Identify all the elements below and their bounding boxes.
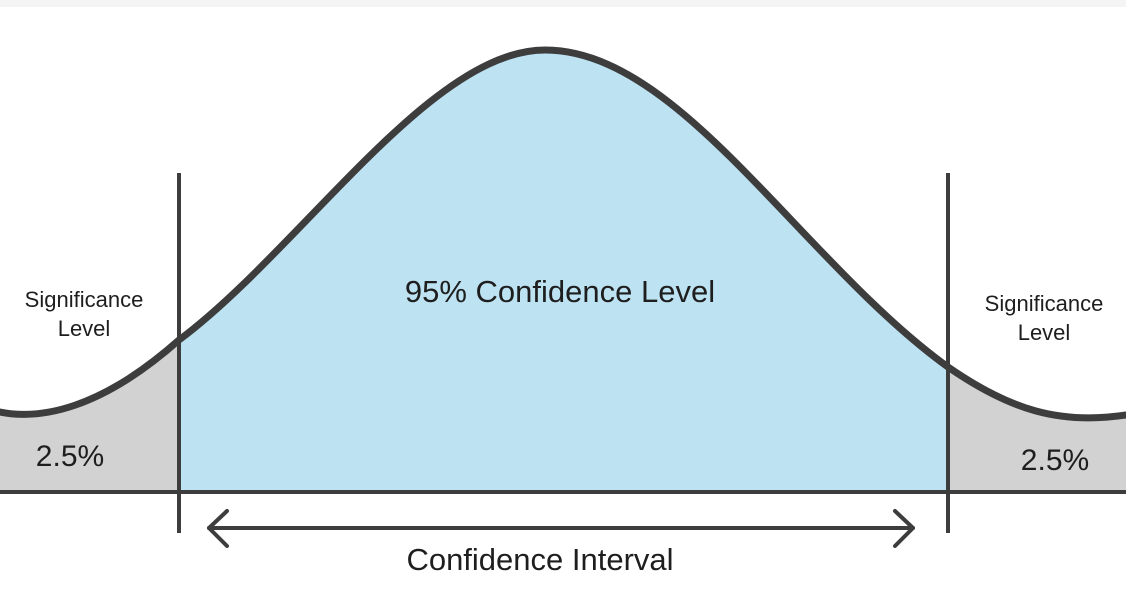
right-significance-line2: Level	[1017, 319, 1071, 345]
left-significance-line1: Significance	[24, 287, 144, 312]
right-significance-line1: Significance	[984, 291, 1104, 316]
left-significance-line2: Level	[57, 315, 111, 341]
bell-curve	[0, 46, 1126, 422]
confidence-area	[179, 50, 948, 492]
right-tail-value: 2.5%	[1020, 444, 1090, 477]
top-strip	[0, 0, 1126, 7]
left-tail-value: 2.5%	[35, 440, 105, 473]
confidence-interval-label: Confidence Interval	[406, 542, 674, 577]
left-significance-label: Significance Level	[0, 286, 168, 343]
right-significance-label: Significance Level	[962, 290, 1126, 347]
double-arrow	[207, 509, 915, 548]
right-tail-area	[948, 367, 1126, 492]
confidence-level-label: 95% Confidence Level	[404, 274, 716, 309]
